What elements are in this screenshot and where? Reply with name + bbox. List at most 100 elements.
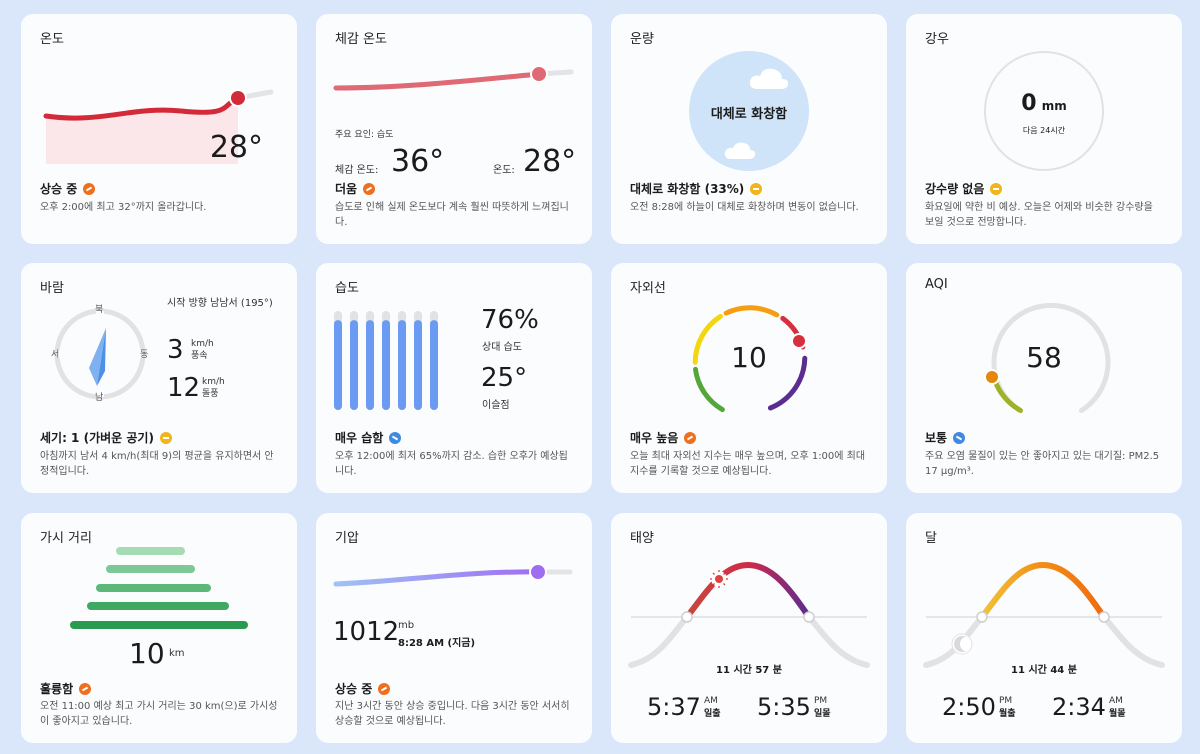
precipitation-description: 화요일에 약한 비 예상. 오늘은 어제와 비슷한 강수량을 보일 것으로 전망… xyxy=(925,202,1153,228)
pressure-value: 1012 xyxy=(333,617,400,647)
uv-gauge xyxy=(692,305,808,413)
wind-speed-unit-block: km/h 풍속 xyxy=(191,339,214,361)
wind-gust-value: 12 xyxy=(167,373,201,403)
uv-description: 오늘 최대 자외선 지수는 매우 높으며, 오후 1:00에 최대 지수를 기록… xyxy=(630,451,866,477)
moonset-time: 2:34 xyxy=(1052,693,1106,721)
feels-like-label: 체감 온도: xyxy=(335,165,379,176)
compass-east-label: 동 xyxy=(140,350,149,360)
moonset-label-block: AM 월몰 xyxy=(1109,696,1126,719)
temperature-value: 28° xyxy=(209,130,263,165)
sunset-label-block: PM 일몰 xyxy=(814,696,831,719)
card-title: 온도 xyxy=(40,32,64,47)
sun-arc-chart xyxy=(628,561,870,668)
humidity-bar-chart xyxy=(334,311,438,410)
cloud-cover-description: 오전 8:28에 하늘이 대체로 화창하며 변동이 없습니다. xyxy=(630,202,859,213)
trend-up-icon xyxy=(83,182,96,195)
trend-up-icon xyxy=(363,182,376,195)
pressure-time: 8:28 AM (지금) xyxy=(398,638,476,649)
uv-status: 매우 높음 xyxy=(630,429,697,446)
cloud-icon xyxy=(749,68,789,89)
moon-card[interactable]: 달 11 시간 44 분 2:50 PM 월출 2:34 AM 월몰 xyxy=(906,513,1182,743)
wind-gust-unit-block: km/h 돌풍 xyxy=(202,377,225,399)
aqi-description: 주요 오염 물질이 있는 안 좋아지고 있는 대기질: PM2.5 17 μg/… xyxy=(925,451,1160,477)
humidity-description: 오후 12:00에 최저 65%까지 감소. 습한 오후가 예상됩니다. xyxy=(335,451,568,477)
pressure-card[interactable]: 기압 1012 mb 8:28 AM (지금) 상승 중 지난 3시간 동안 상… xyxy=(316,513,592,743)
wind-speed-value: 3 xyxy=(167,335,184,365)
sunrise-time: 5:37 xyxy=(647,693,701,721)
precipitation-status: 강수량 없음 xyxy=(925,180,1003,197)
card-title: 강우 xyxy=(925,32,949,47)
trend-up-icon xyxy=(378,682,391,695)
temperature-trend-chart xyxy=(43,89,274,164)
trend-up-icon xyxy=(79,682,92,695)
temperature-status: 상승 중 xyxy=(40,180,96,197)
uv-index-card[interactable]: 자외선 10 매우 높음 오늘 최대 자외선 지수는 매우 높으며, 오후 1:… xyxy=(611,263,887,493)
moonlight-duration: 11 시간 44 분 xyxy=(1011,665,1077,676)
feels-like-status: 더움 xyxy=(335,180,376,197)
wind-direction: 시작 방향 남남서 (195°) xyxy=(167,298,273,309)
visibility-value: 10 xyxy=(129,637,165,670)
card-title: 체감 온도 xyxy=(335,32,387,47)
cloud-icon xyxy=(724,142,756,159)
sun-card[interactable]: 태양 xyxy=(611,513,887,743)
trend-steady-icon xyxy=(990,182,1003,195)
pressure-status: 상승 중 xyxy=(335,680,391,697)
daylight-duration: 11 시간 57 분 xyxy=(716,665,782,676)
compass-south-label: 남 xyxy=(95,393,104,403)
pressure-trend-chart xyxy=(333,563,573,587)
precipitation-circle: 0 mm 다음 24시간 xyxy=(984,51,1104,171)
uv-index-value: 10 xyxy=(731,341,767,374)
sun-position-icon xyxy=(710,570,728,588)
feels-like-description: 습도로 인해 실제 온도보다 계속 훨씬 따뜻하게 느껴집니다. xyxy=(335,202,569,228)
card-title: AQI xyxy=(925,277,948,292)
moonrise-label-block: PM 월출 xyxy=(999,696,1016,719)
trend-down-icon xyxy=(389,431,402,444)
dew-point-value: 25° xyxy=(481,363,528,393)
aqi-gauge xyxy=(984,302,1111,413)
wind-card[interactable]: 바람 북 서 동 남 시작 방향 남남서 (195°) 3 km/h 풍속 12 … xyxy=(21,263,297,493)
card-title: 기압 xyxy=(335,531,359,546)
humidity-label: 상대 습도 xyxy=(482,342,522,353)
precipitation-card[interactable]: 강우 0 mm 다음 24시간 강수량 없음 화요일에 약한 비 예상. 오늘은… xyxy=(906,14,1182,244)
actual-temp-label: 온도: xyxy=(493,165,515,176)
humidity-card[interactable]: 습도 76% 상대 습도 25° 이슬점 매우 습함 오후 12:00에 최저 … xyxy=(316,263,592,493)
visibility-description: 오전 11:00 예상 최고 가시 거리는 30 km(으)로 가시성이 좋아지… xyxy=(40,701,278,727)
wind-compass xyxy=(54,308,146,400)
visibility-bars xyxy=(70,547,248,629)
main-factor: 주요 요인: 습도 xyxy=(335,130,394,140)
card-title: 자외선 xyxy=(630,281,666,296)
feels-like-trend-chart xyxy=(333,65,574,91)
temperature-card[interactable]: 온도 28° 상승 중 오후 2:00에 최고 32°까지 올라갑니다. xyxy=(21,14,297,244)
trend-down-icon xyxy=(953,431,966,444)
humidity-status: 매우 습함 xyxy=(335,429,402,446)
precipitation-value: 0 xyxy=(1021,91,1037,116)
trend-steady-icon xyxy=(159,431,172,444)
card-title: 태양 xyxy=(630,531,654,546)
aqi-value: 58 xyxy=(1026,341,1062,374)
moon-position-icon xyxy=(951,633,973,655)
trend-up-icon xyxy=(684,431,697,444)
wind-status: 세기: 1 (가벼운 공기) xyxy=(40,429,172,446)
cloud-cover-center-text: 대체로 화창함 xyxy=(710,107,788,122)
feels-like-value: 36° xyxy=(391,144,445,179)
card-title: 운량 xyxy=(630,32,654,47)
moonrise-time: 2:50 xyxy=(942,693,996,721)
cloud-cover-status: 대체로 화창함 (33%) xyxy=(630,180,763,197)
pressure-description: 지난 3시간 동안 상승 중입니다. 다음 3시간 동안 서서히 상승할 것으로… xyxy=(335,701,570,727)
card-title: 달 xyxy=(925,531,937,546)
actual-temp-value: 28° xyxy=(523,144,577,179)
cloud-cover-card[interactable]: 운량 대체로 화창함 대체로 화창함 (33%) 오전 8:28에 하늘이 대체… xyxy=(611,14,887,244)
visibility-card[interactable]: 가시 거리 10 km 훌륭함 오전 11:00 예상 최고 가시 거리는 30… xyxy=(21,513,297,743)
card-title: 습도 xyxy=(335,281,359,296)
aqi-card[interactable]: AQI 58 보통 주요 오염 물질이 있는 안 좋아지고 있는 대기질: PM… xyxy=(906,263,1182,493)
compass-west-label: 서 xyxy=(51,350,60,360)
sunset-time: 5:35 xyxy=(757,693,811,721)
feels-like-card[interactable]: 체감 온도 주요 요인: 습도 체감 온도: 36° 온도: 28° 더움 습도… xyxy=(316,14,592,244)
pressure-unit: mb xyxy=(398,620,415,631)
wind-description: 아침까지 남서 4 km/h(최대 9)의 평균을 유지하면서 안정적입니다. xyxy=(40,451,274,477)
humidity-value: 76% xyxy=(481,305,539,335)
visibility-unit: km xyxy=(169,648,185,659)
sunrise-label-block: AM 일출 xyxy=(704,696,721,719)
visibility-status: 훌륭함 xyxy=(40,680,92,697)
temperature-description: 오후 2:00에 최고 32°까지 올라갑니다. xyxy=(40,202,207,213)
